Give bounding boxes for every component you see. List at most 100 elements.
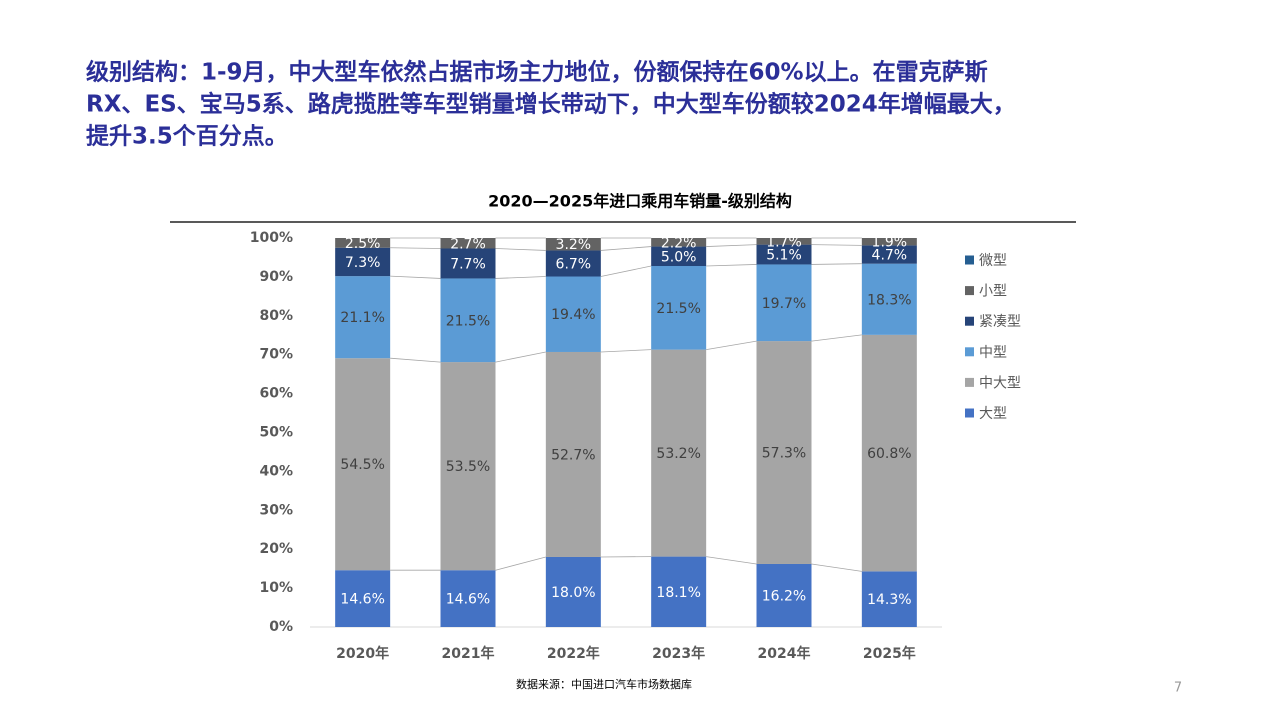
data-label: 18.3% [867,292,911,308]
bar-segment [335,358,391,571]
bar-segment [440,362,496,571]
bar-segment [756,341,812,564]
bar-segment [861,263,917,335]
bar-segment [861,245,917,264]
y-tick-label: 0% [269,619,293,635]
y-tick-label: 90% [259,269,293,285]
y-tick-label: 100% [250,230,293,246]
legend-label: 大型 [979,406,1007,422]
legend-label: 中型 [979,345,1007,361]
y-tick-label: 20% [259,541,293,557]
bar-segment [545,238,601,251]
bar-segment [335,276,391,359]
legend-swatch [965,408,974,418]
series-line [600,246,652,251]
bar-segment [651,556,707,627]
bar-segment [861,571,917,627]
data-label: 60.8% [867,446,911,462]
bar-segment [440,238,496,249]
data-label: 21.1% [340,310,384,326]
chart-title: 2020—2025年进口乘用车销量-级别结构 [488,192,792,211]
data-label: 14.3% [867,592,911,608]
bar-segment [335,238,391,248]
legend-swatch [965,255,974,265]
series-line [390,247,441,249]
data-label: 1.7% [766,234,802,250]
series-line [495,276,546,279]
data-label: 57.3% [762,446,806,462]
legend-label: 中大型 [979,375,1021,391]
bar-segment [756,563,812,627]
data-label: 53.5% [446,459,490,475]
bar-segment [756,244,812,265]
legend-label: 紧凑型 [979,313,1021,330]
y-tick-label: 30% [259,502,293,518]
bar-segment [440,248,496,279]
data-label: 5.1% [766,248,802,264]
bar-segment [335,247,391,277]
data-label: 21.5% [656,301,700,317]
series-line [390,357,441,363]
series-line [811,263,862,265]
bar-segment [335,570,391,627]
series-line [706,244,757,247]
series-line [706,556,757,565]
series-line [495,556,546,571]
bar-segment [440,570,496,627]
legend-swatch [965,286,974,296]
bar-segment [545,351,601,557]
data-label: 5.0% [661,249,697,265]
x-tick-label: 2023年 [652,645,705,662]
series-line [811,563,862,572]
series-line [706,340,757,351]
series-line [495,248,546,251]
data-label: 14.6% [340,592,384,608]
legend-swatch [965,377,974,387]
bar-segment [545,276,601,352]
data-label: 19.4% [551,307,595,323]
heading-line: 级别结构：1-9月，中大型车依然占据市场主力地位，份额保持在60%以上。在雷克萨… [86,59,988,86]
series-line [495,351,546,363]
data-label: 2.5% [345,236,381,252]
legend-swatch [965,347,974,357]
heading-line: RX、ES、宝马5系、路虎揽胜等车型销量增长带动下，中大型车份额较2024年增幅… [86,91,1016,118]
bar-segment [861,334,917,572]
bar-segment [651,349,707,557]
x-tick-label: 2024年 [758,645,811,662]
data-label: 2.7% [450,236,486,252]
data-label: 19.7% [762,296,806,312]
source: 数据来源：中国进口汽车市场数据库 [516,677,692,691]
bar-segment [651,238,707,247]
data-label: 16.2% [762,588,806,604]
legend-label: 微型 [979,253,1007,269]
y-tick-label: 70% [259,347,293,363]
bar-segment [545,556,601,627]
y-tick-label: 60% [259,386,293,402]
series-line [811,334,862,342]
bar-segment [861,238,917,246]
data-label: 21.5% [446,313,490,329]
series-line [706,264,757,267]
bar-segment [756,264,812,342]
heading-line: 提升3.5个百分点。 [86,123,288,150]
data-label: 3.2% [556,237,592,253]
series-line [390,275,441,279]
data-label: 4.7% [872,248,908,264]
data-label: 7.7% [450,256,486,272]
y-tick-label: 80% [259,308,293,324]
x-tick-label: 2025年 [863,645,916,662]
bar-segment [651,246,707,267]
bar-segment [756,238,812,245]
data-label: 1.9% [872,235,908,251]
y-tick-label: 10% [259,580,293,596]
data-label: 18.0% [551,585,595,601]
legend-swatch [965,316,974,326]
series-line [600,349,652,353]
bar-segment [651,266,707,350]
series-line [811,244,862,246]
x-tick-label: 2020年 [336,645,389,662]
data-label: 7.3% [345,255,381,271]
data-label: 52.7% [551,447,595,463]
legend-label: 小型 [979,284,1007,300]
